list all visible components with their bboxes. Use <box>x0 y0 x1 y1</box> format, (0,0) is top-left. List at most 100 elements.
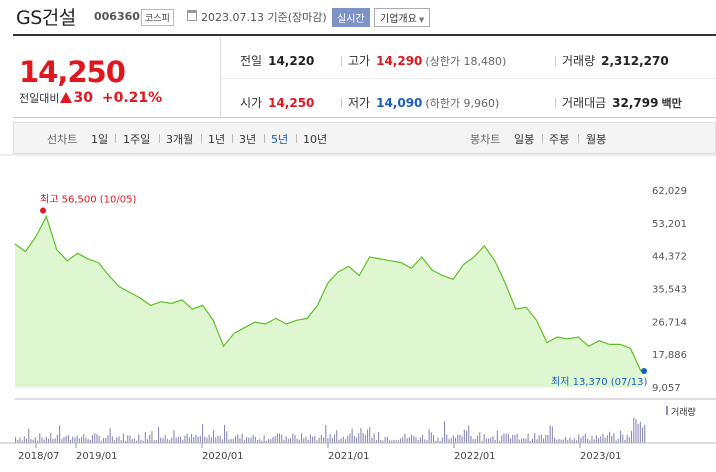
volume-bar <box>349 433 351 443</box>
volume-bar <box>177 436 179 443</box>
volume-bar <box>437 437 439 443</box>
volume-bar <box>206 437 208 443</box>
tab-weekly[interactable]: 주봉 <box>549 133 570 146</box>
volume-bar <box>529 441 531 443</box>
volume-bar <box>182 440 184 443</box>
tab-5y[interactable]: 5년 <box>271 133 289 146</box>
stat-open: 시가 14,250 <box>240 94 314 111</box>
volume-bar <box>274 436 276 443</box>
realtime-button[interactable]: 실시간 <box>332 8 370 27</box>
volume-bar <box>631 430 633 443</box>
current-price: 14,250 <box>19 55 126 89</box>
y-tick-label: 9,057 <box>652 383 681 394</box>
volume-bar <box>569 437 571 443</box>
volume-bar <box>331 438 333 443</box>
tab-1d[interactable]: 1일 <box>91 133 109 146</box>
volume-bar <box>593 439 595 443</box>
volume-bar <box>446 434 448 443</box>
tab-10y[interactable]: 10년 <box>303 133 328 146</box>
volume-bar <box>250 437 252 443</box>
volume-bar <box>492 436 494 443</box>
tab-daily[interactable]: 일봉 <box>514 133 535 146</box>
price-chart-svg: 62,029 53,201 44,372 35,543 26,714 17,886 9,05… <box>0 154 716 462</box>
volume-bar <box>307 440 309 443</box>
volume-bar <box>406 438 408 443</box>
volume-bar <box>450 437 452 443</box>
volume-bar <box>602 433 604 443</box>
volume-bar <box>41 437 43 443</box>
volume-bar <box>136 440 138 443</box>
volume-bar <box>50 433 52 443</box>
volume-bar <box>111 436 113 443</box>
volume-bar <box>158 427 160 443</box>
volume-bar <box>59 425 61 443</box>
volume-bar <box>545 435 547 443</box>
stat-amount: 거래대금 32,799 백만 <box>555 94 682 111</box>
price-area <box>15 216 641 387</box>
volume-bar <box>98 435 100 443</box>
tab-3m[interactable]: 3개월 <box>166 133 194 146</box>
volume-bar <box>620 430 622 443</box>
volume-bar <box>644 424 646 443</box>
volume-bar <box>252 435 254 443</box>
tab-monthly[interactable]: 월봉 <box>586 133 607 146</box>
volume-bar <box>279 433 281 443</box>
market-badge: 코스피 <box>141 9 174 26</box>
volume-bar <box>153 440 155 443</box>
volume-bar <box>162 438 164 443</box>
volume-bar <box>536 439 538 443</box>
volume-bar <box>364 435 366 443</box>
volume-bar <box>532 438 534 443</box>
tab-1w[interactable]: 1주일 <box>123 133 151 146</box>
volume-bar <box>466 430 468 443</box>
volume-bar <box>19 437 21 443</box>
volume-bar <box>155 440 157 443</box>
stat-high-label: 고가 <box>348 54 371 68</box>
y-tick-label: 44,372 <box>652 252 687 263</box>
volume-bar <box>474 439 476 443</box>
volume-bar <box>314 436 316 443</box>
price-line <box>14 215 642 372</box>
volume-bar <box>318 438 320 443</box>
volume-bar <box>483 434 485 443</box>
volume-bar <box>191 433 193 443</box>
volume-bar <box>444 421 446 443</box>
volume-bar <box>169 440 171 443</box>
volume-bar <box>347 435 349 443</box>
company-overview-dropdown[interactable]: 기업개요 ▼ <box>374 8 431 27</box>
stat-amount-label: 거래대금 <box>562 96 607 110</box>
stat-low-value: 14,090 <box>376 96 423 110</box>
volume-bar <box>248 437 250 443</box>
volume-bar <box>514 434 516 443</box>
volume-bar <box>92 434 94 443</box>
volume-bar <box>94 433 96 443</box>
volume-bar <box>639 421 641 443</box>
volume-bar <box>221 439 223 443</box>
volume-bar <box>496 430 498 443</box>
volume-bar <box>342 436 344 443</box>
volume-bar <box>470 436 472 443</box>
change-percent: +0.21% <box>101 90 163 106</box>
volume-bar <box>105 437 107 443</box>
tab-1y[interactable]: 1년 <box>208 133 226 146</box>
volume-bar <box>226 431 228 443</box>
stock-code: 006360 <box>94 10 140 23</box>
volume-bar <box>142 440 144 443</box>
volume-bar <box>78 438 80 443</box>
volume-bar <box>52 439 54 443</box>
volume-bar <box>96 434 98 443</box>
volume-bar <box>281 434 283 443</box>
volume-bar <box>411 434 413 443</box>
volume-bar <box>582 435 584 443</box>
volume-bar <box>127 435 129 443</box>
volume-bar <box>72 436 74 443</box>
volume-bar <box>382 440 384 443</box>
volume-bar <box>395 440 397 443</box>
volume-bar <box>598 438 600 443</box>
tab-3y[interactable]: 3년 <box>239 133 257 146</box>
stat-amount-value: 32,799 <box>612 96 659 110</box>
price-chart[interactable]: 62,029 53,201 44,372 35,543 26,714 17,886 9,05… <box>0 154 716 468</box>
volume-bar <box>74 437 76 443</box>
volume-bar <box>430 432 432 443</box>
volume-bar <box>166 438 168 443</box>
